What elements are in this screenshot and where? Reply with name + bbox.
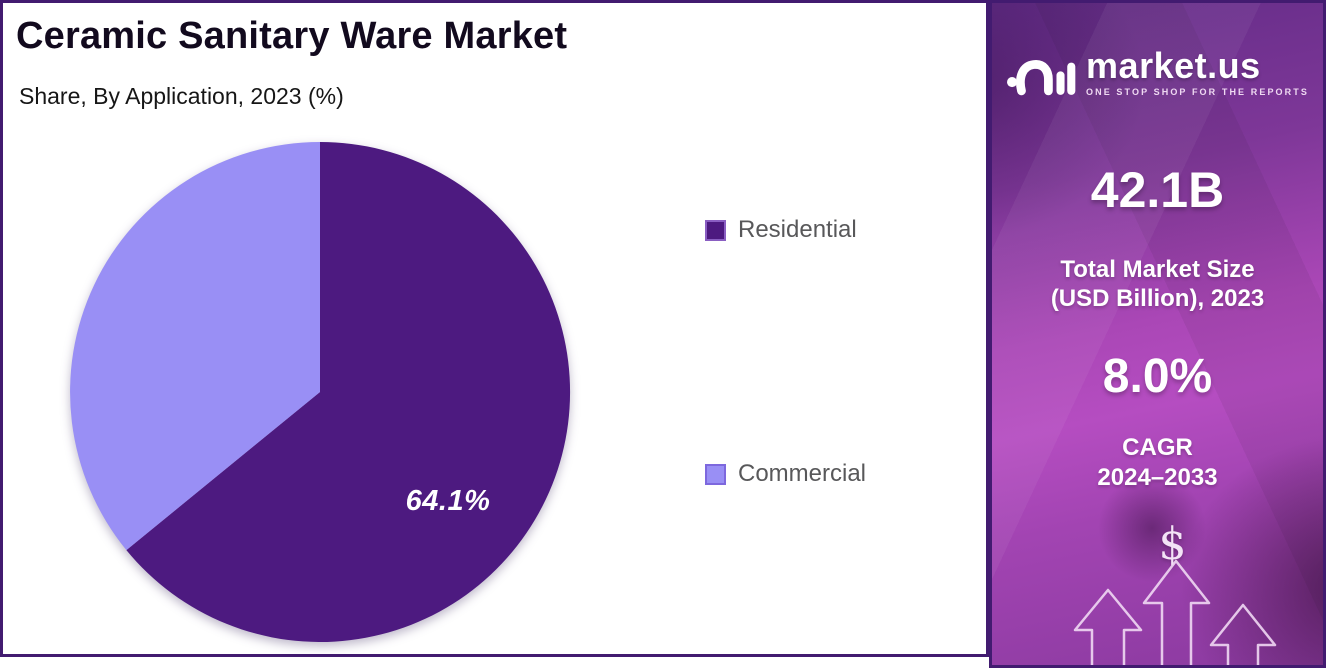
brand-logo: market.us ONE STOP SHOP FOR THE REPORTS [992,41,1323,103]
total-market-size-label-line1: Total Market Size [1060,256,1255,283]
legend-swatch-commercial-icon [705,463,726,485]
growth-arrows-icon [1073,559,1277,665]
pie-chart [70,142,571,642]
cagr-label: CAGR 2024–2033 [992,433,1323,493]
legend-swatch-residential-icon [705,219,726,241]
dollar-icon: $ [1158,519,1187,570]
total-market-size-label: Total Market Size (USD Billion), 2023 [992,255,1323,313]
cagr-label-line1: CAGR [1122,434,1193,461]
total-market-size-label-line2: (USD Billion), 2023 [1050,285,1265,312]
legend-item-residential: Residential [705,216,857,244]
chart-legend: Residential Commercial [705,3,965,654]
pie-slice-residential [126,142,571,642]
legend-label-commercial: Commercial [738,460,867,487]
legend-item-commercial: Commercial [705,460,866,488]
brand-text-block: market.us ONE STOP SHOP FOR THE REPORTS [1086,45,1309,98]
chart-panel: Ceramic Sanitary Ware Market Share, By A… [0,0,989,657]
chart-subtitle: Share, By Application, 2023 (%) [19,83,344,109]
brand-name: market.us [1086,45,1261,86]
legend-label-residential: Residential [738,216,857,243]
marketus-logo-icon [1007,60,1076,96]
cagr-label-line2: 2024–2033 [1097,464,1218,491]
total-market-size-value: 42.1B [1090,162,1225,218]
brand-sidebar: market.us ONE STOP SHOP FOR THE REPORTS … [989,0,1326,668]
pie-data-label-residential: 64.1% [405,485,491,517]
brand-tagline: ONE STOP SHOP FOR THE REPORTS [1086,87,1309,97]
page-title: Ceramic Sanitary Ware Market [16,15,568,57]
cagr-value: 8.0% [1102,350,1213,403]
pie-slice-commercial [70,142,320,551]
